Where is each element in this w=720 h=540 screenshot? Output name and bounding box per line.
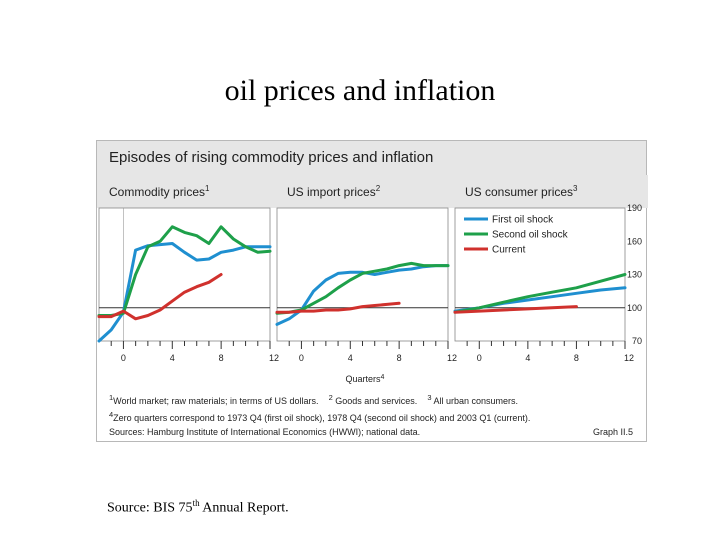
series-line-2-1 (453, 273, 627, 314)
panel-title-sup-0: 1 (205, 184, 210, 193)
x-tick-label-0-4: 4 (170, 353, 175, 363)
panel-title-sup-1: 2 (376, 184, 381, 193)
source-suffix: Annual Report. (199, 500, 289, 516)
y-tick-label-190: 190 (627, 203, 642, 213)
series-line-1-2 (275, 301, 401, 314)
y-tick-label-70: 70 (632, 336, 642, 346)
x-tick-label-0-8: 8 (219, 353, 224, 363)
legend-label-0: First oil shock (492, 215, 554, 226)
x-tick-label-2-4: 4 (525, 353, 530, 363)
note-2: Goods and services. (335, 396, 418, 406)
x-tick-label-2-0: 0 (477, 353, 482, 363)
panel-header-strip (97, 175, 648, 208)
series-line-2-2 (453, 305, 578, 314)
graph-label: Graph II.5 (592, 427, 633, 437)
panel-title-1: US import prices2 (287, 184, 381, 199)
legend-label-2: Current (492, 245, 526, 256)
source-prefix: Source: BIS 75 (107, 500, 193, 516)
figure-title: Episodes of rising commodity prices and … (109, 149, 434, 166)
x-tick-label-1-0: 0 (299, 353, 304, 363)
slide-title: oil prices and inflation (224, 74, 496, 107)
notes-line-3: Sources: Hamburg Institute of Internatio… (109, 425, 641, 439)
x-axis-title: Quarters4 (346, 374, 385, 384)
figure-notes: 1World market; raw materials; in terms o… (109, 391, 641, 439)
note-3: All urban consumers. (433, 396, 519, 406)
x-tick-label-1-12: 12 (447, 353, 457, 363)
x-tick-label-1-4: 4 (348, 353, 353, 363)
note-4: Zero quarters correspond to 1973 Q4 (fir… (113, 413, 531, 423)
note-1: World market; raw materials; in terms of… (113, 396, 319, 406)
series-line-0-2 (97, 273, 223, 321)
x-axis-title-sup: 4 (381, 374, 385, 381)
y-tick-label-100: 100 (627, 303, 642, 313)
series-line-0-0 (97, 242, 272, 343)
panel-frame-0 (98, 207, 271, 342)
x-tick-label-1-8: 8 (397, 353, 402, 363)
figure-panel: Episodes of rising commodity prices and … (96, 140, 648, 442)
y-tick-label-160: 160 (627, 236, 642, 246)
figure-header: Episodes of rising commodity prices and … (97, 141, 646, 176)
notes-line-2: 4Zero quarters correspond to 1973 Q4 (fi… (109, 410, 531, 423)
panel-title-sup-2: 3 (573, 184, 578, 193)
x-tick-label-2-8: 8 (574, 353, 579, 363)
source-sup: th (192, 498, 200, 508)
source-caption: Source: BIS 75th Annual Report. (107, 498, 289, 517)
x-tick-label-2-12: 12 (624, 353, 634, 363)
x-tick-label-0-12: 12 (269, 353, 279, 363)
x-tick-label-0-0: 0 (121, 353, 126, 363)
series-line-0-1 (97, 225, 272, 317)
legend-label-1: Second oil shock (492, 230, 569, 241)
notes-line-1: 1World market; raw materials; in terms o… (109, 393, 519, 406)
series-line-1-1 (275, 261, 450, 315)
panel-title-2: US consumer prices3 (465, 184, 578, 199)
y-tick-label-130: 130 (627, 270, 642, 280)
panel-title-0: Commodity prices1 (109, 184, 210, 199)
sources-note: Sources: Hamburg Institute of Internatio… (109, 427, 421, 437)
panel-frame-2 (454, 207, 626, 342)
